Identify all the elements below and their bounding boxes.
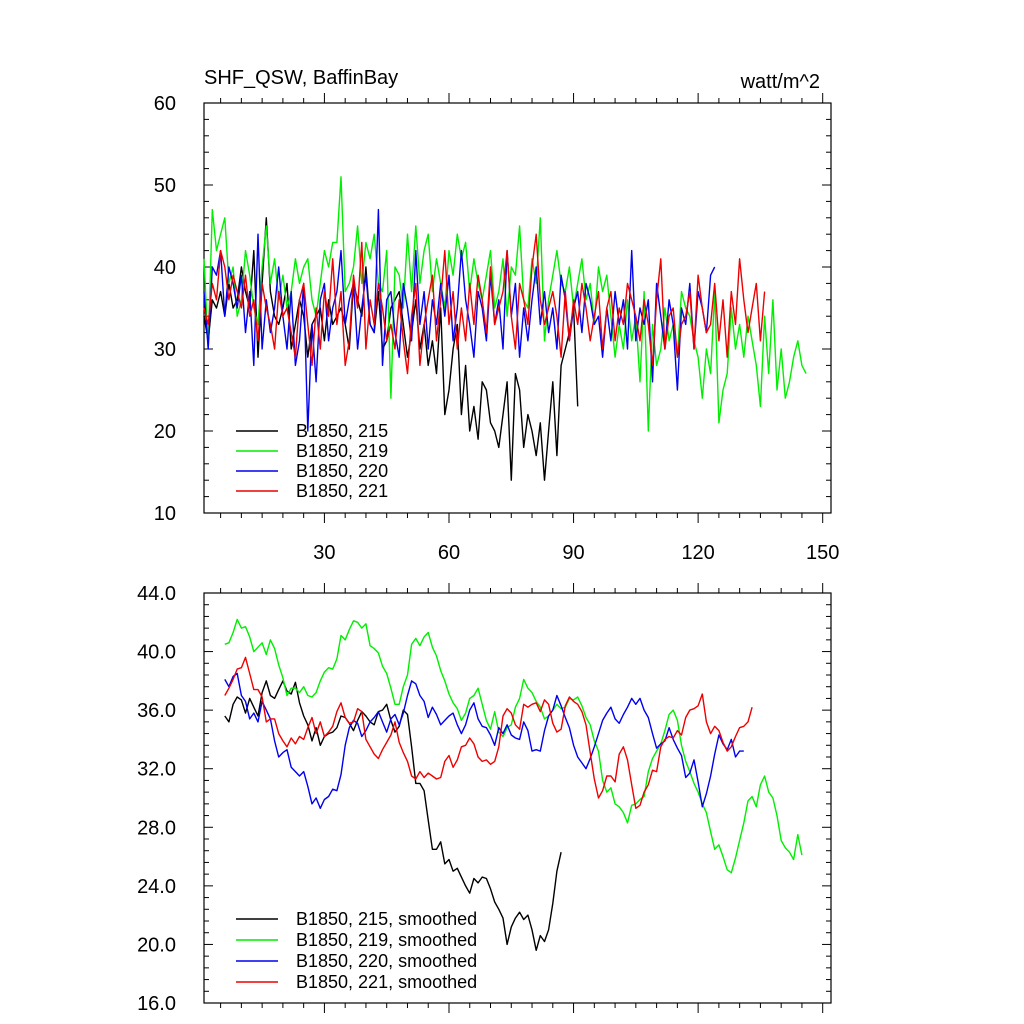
legend-label: B1850, 219, smoothed bbox=[296, 930, 477, 950]
legend-entry: B1850, 220 bbox=[236, 461, 388, 481]
legend-entry: B1850, 219 bbox=[236, 441, 388, 461]
series-line-2 bbox=[224, 672, 744, 809]
legend-label: B1850, 215, smoothed bbox=[296, 909, 477, 929]
axis-ticks bbox=[204, 93, 831, 523]
series-line-0 bbox=[203, 217, 579, 481]
y-tick-label: 16.0 bbox=[137, 993, 176, 1015]
legend-entry: B1850, 221 bbox=[236, 481, 388, 501]
legend-entry: B1850, 219, smoothed bbox=[236, 930, 477, 950]
y-tick-label: 30 bbox=[154, 339, 176, 361]
y-tick-label: 36.0 bbox=[137, 700, 176, 722]
y-tick-label: 24.0 bbox=[137, 876, 176, 898]
y-axis-labels: 10 20 30 40 50 60 bbox=[154, 93, 176, 525]
legend-label: B1850, 215 bbox=[296, 421, 388, 441]
x-tick-label: 90 bbox=[562, 542, 584, 564]
y-tick-label: 40.0 bbox=[137, 642, 176, 664]
y-tick-label: 20.0 bbox=[137, 934, 176, 956]
units-label: watt/m^2 bbox=[740, 71, 820, 93]
y-tick-label: 50 bbox=[154, 175, 176, 197]
x-axis-labels: 30 60 90 120 150 bbox=[313, 542, 839, 564]
x-tick-label: 60 bbox=[438, 542, 460, 564]
smoothed-series-panel: 16.0 20.0 24.0 28.0 32.0 36.0 40.0 44.0 … bbox=[137, 583, 832, 1015]
y-axis-labels: 16.0 20.0 24.0 28.0 32.0 36.0 40.0 44.0 bbox=[137, 583, 176, 1015]
legend-label: B1850, 221 bbox=[296, 481, 388, 501]
x-tick-label: 30 bbox=[313, 542, 335, 564]
y-tick-label: 40 bbox=[154, 257, 176, 279]
x-tick-label: 150 bbox=[806, 542, 839, 564]
y-tick-label: 10 bbox=[154, 503, 176, 525]
plot-frame bbox=[203, 592, 832, 1004]
series-line-3 bbox=[203, 233, 766, 375]
chart-title: SHF_QSW, BaffinBay bbox=[204, 67, 398, 89]
legend-label: B1850, 219 bbox=[296, 441, 388, 461]
legend-entry: B1850, 215, smoothed bbox=[236, 909, 477, 929]
legend-label: B1850, 220, smoothed bbox=[296, 951, 477, 971]
legend-label: B1850, 220 bbox=[296, 461, 388, 481]
series-group bbox=[224, 618, 803, 951]
legend-entry: B1850, 221, smoothed bbox=[236, 972, 477, 992]
series-line-1 bbox=[224, 618, 803, 874]
axis-ticks bbox=[204, 583, 831, 1013]
y-tick-label: 60 bbox=[154, 93, 176, 115]
legend: B1850, 215 B1850, 219 B1850, 220 B1850, … bbox=[236, 421, 388, 501]
y-tick-label: 20 bbox=[154, 421, 176, 443]
raw-series-panel: SHF_QSW, BaffinBay watt/m^2 10 20 30 40 … bbox=[154, 67, 840, 564]
y-tick-label: 28.0 bbox=[137, 817, 176, 839]
legend-entry: B1850, 215 bbox=[236, 421, 388, 441]
y-tick-label: 44.0 bbox=[137, 583, 176, 605]
series-line-3 bbox=[224, 656, 753, 809]
x-tick-label: 120 bbox=[681, 542, 714, 564]
series-group bbox=[203, 176, 807, 481]
legend-entry: B1850, 220, smoothed bbox=[236, 951, 477, 971]
legend: B1850, 215, smoothed B1850, 219, smoothe… bbox=[236, 909, 477, 992]
legend-label: B1850, 221, smoothed bbox=[296, 972, 477, 992]
y-tick-label: 32.0 bbox=[137, 759, 176, 781]
